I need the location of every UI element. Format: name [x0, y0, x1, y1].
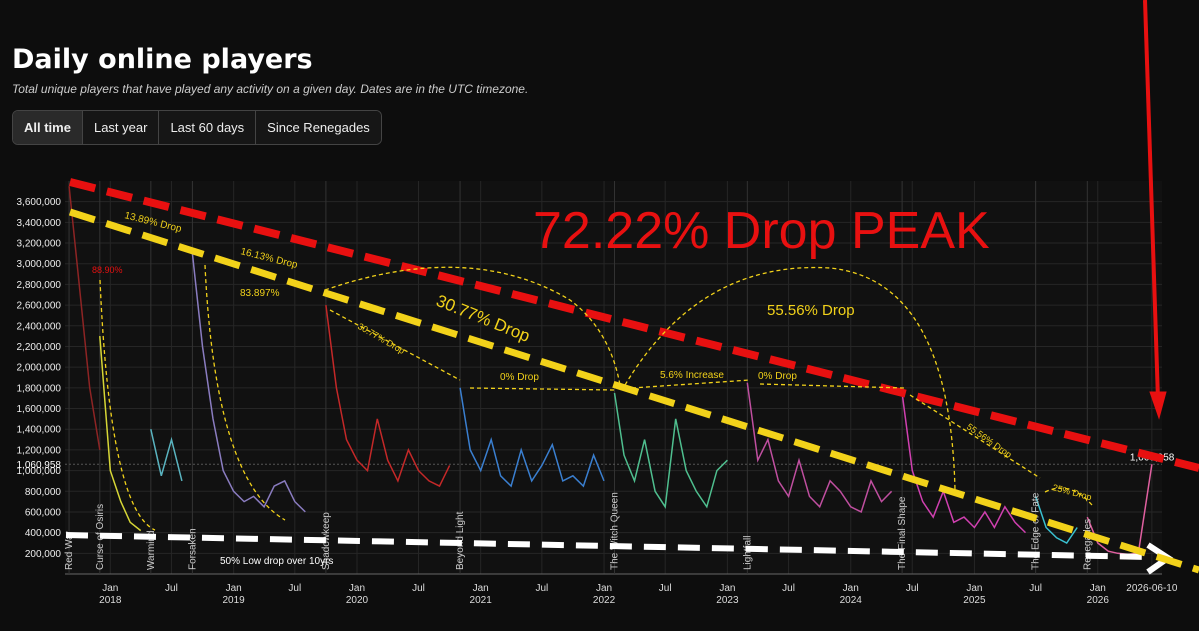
y-tick-label: 2,400,000 — [17, 321, 62, 332]
series-label: The Final Shape — [897, 496, 908, 570]
x-tick-label: Jan — [719, 583, 735, 594]
annotation: 55.56% Drop — [767, 302, 855, 319]
y-tick-label: 2,600,000 — [17, 301, 62, 312]
x-tick-year: 2024 — [840, 595, 863, 606]
series-label: The Edge of Fate — [1031, 492, 1042, 570]
annotation: 83.897% — [240, 288, 280, 299]
x-tick-label: Jan — [226, 583, 242, 594]
current-label: 1,060,958 — [17, 460, 62, 471]
x-tick-label: Jan — [1090, 583, 1106, 594]
x-tick-year: 2020 — [346, 595, 369, 606]
annotation: 50% Low drop over 10yrs — [220, 556, 333, 567]
series-line — [746, 382, 893, 513]
x-tick-label: Jan — [473, 583, 489, 594]
range-buttons: All time Last year Last 60 days Since Re… — [12, 110, 382, 145]
range-button[interactable]: Since Renegades — [256, 111, 381, 144]
y-tick-label: 800,000 — [25, 487, 62, 498]
arrow — [1143, 0, 1160, 401]
subtitle: Total unique players that have played an… — [12, 82, 529, 96]
range-button[interactable]: Last year — [82, 111, 160, 144]
y-tick-label: 600,000 — [25, 507, 62, 518]
series-label: Warmind — [146, 530, 157, 570]
y-tick-label: 400,000 — [25, 528, 62, 539]
series-label: Red War — [64, 530, 75, 570]
y-tick-label: 1,600,000 — [17, 404, 62, 415]
x-tick-label: Jul — [906, 583, 919, 594]
x-tick-label: 2026-06-10 — [1126, 583, 1178, 594]
x-tick-year: 2023 — [716, 595, 739, 606]
y-tick-label: 1,400,000 — [17, 425, 62, 436]
series-line — [68, 186, 101, 451]
x-tick-label: Jul — [412, 583, 425, 594]
series-line — [191, 253, 306, 513]
series-label: Forsaken — [187, 528, 198, 570]
x-tick-label: Jul — [535, 583, 548, 594]
annotation: 0% Drop — [500, 372, 539, 383]
x-tick-label: Jul — [782, 583, 795, 594]
x-tick-year: 2022 — [593, 595, 616, 606]
series-line — [99, 336, 142, 532]
curved-arrows — [99, 264, 1093, 531]
range-button[interactable]: Last 60 days — [159, 111, 257, 144]
series-line — [901, 392, 1027, 534]
y-tick-label: 3,600,000 — [17, 197, 62, 208]
y-tick-label: 1,200,000 — [17, 445, 62, 456]
overlay — [65, 0, 1199, 575]
series-line — [1034, 496, 1078, 544]
trend-line — [68, 208, 1199, 574]
annotation: 88.90% — [92, 265, 123, 275]
annotation: 72.22% Drop PEAK — [533, 202, 990, 260]
y-tick-label: 3,200,000 — [17, 239, 62, 250]
x-tick-label: Jul — [659, 583, 672, 594]
y-tick-label: 3,400,000 — [17, 218, 62, 229]
x-tick-label: Jul — [288, 583, 301, 594]
title: Daily online players — [12, 44, 313, 75]
y-tick-label: 2,000,000 — [17, 363, 62, 374]
trend-line — [69, 178, 1199, 472]
arrowhead — [1149, 391, 1167, 420]
y-tick-label: 200,000 — [25, 549, 62, 560]
y-tick-label: 1,800,000 — [17, 383, 62, 394]
y-tick-label: 2,200,000 — [17, 342, 62, 353]
x-tick-year: 2019 — [223, 595, 246, 606]
x-tick-label: Jan — [966, 583, 982, 594]
x-tick-label: Jan — [349, 583, 365, 594]
x-tick-year: 2021 — [470, 595, 493, 606]
x-tick-label: Jul — [1029, 583, 1042, 594]
x-tick-label: Jan — [596, 583, 612, 594]
y-tick-label: 2,800,000 — [17, 280, 62, 291]
trend-line — [65, 532, 1151, 560]
y-tick-label: 3,000,000 — [17, 259, 62, 270]
x-tick-year: 2018 — [99, 595, 122, 606]
series-line — [150, 429, 183, 482]
series-line — [459, 387, 605, 488]
x-tick-label: Jan — [102, 583, 118, 594]
x-tick-year: 2026 — [1087, 595, 1110, 606]
annotation: 5.6% Increase — [660, 370, 724, 381]
series-label: Shadowkeep — [321, 512, 332, 570]
series-line — [325, 305, 451, 488]
series-label: The Witch Queen — [610, 492, 621, 570]
plot-area — [65, 181, 1162, 574]
x-tick-label: Jul — [165, 583, 178, 594]
series-line — [613, 392, 728, 509]
x-tick-year: 2025 — [963, 595, 986, 606]
annotation: 0% Drop — [758, 371, 797, 382]
y-tick-label: 1,000,000 — [17, 466, 62, 477]
x-tick-label: Jan — [843, 583, 859, 594]
series-label: Renegades — [1082, 519, 1093, 570]
series-label: Lightfall — [742, 536, 753, 570]
range-button[interactable]: All time — [13, 111, 83, 144]
